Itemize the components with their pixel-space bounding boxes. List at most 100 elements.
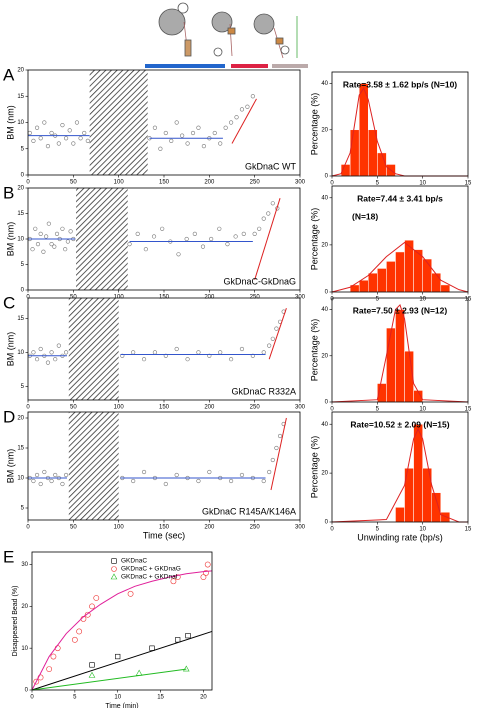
x-tick-label: 250 (250, 180, 261, 186)
fit-line (268, 308, 287, 360)
y-axis-title: Disappeared Bead (%) (12, 586, 19, 657)
legend-label: GKDnaC + GKDnaI (121, 574, 178, 581)
point (174, 120, 179, 125)
step-bar (145, 64, 225, 68)
x-tick-label: 300 (295, 525, 306, 531)
point (49, 478, 54, 484)
schematic (158, 2, 298, 59)
point (182, 665, 190, 672)
point (38, 231, 43, 236)
point (56, 343, 61, 348)
rate-annotation: Rate=10.52 ± 2.09 (N=15) (350, 419, 449, 429)
point (46, 666, 53, 672)
point (239, 107, 245, 112)
point (218, 350, 223, 355)
step-bar (231, 64, 268, 68)
y-tick-label: 0 (21, 288, 25, 294)
x-tick-label: 0 (330, 527, 334, 533)
point (31, 350, 36, 355)
point (196, 478, 201, 484)
point (261, 216, 266, 221)
legend-marker (110, 573, 118, 580)
point (158, 146, 163, 151)
x-tick-label: 10 (419, 407, 426, 413)
panel-letter: E (3, 547, 14, 566)
point (270, 336, 275, 341)
y-axis-title: BM (nm) (5, 105, 15, 140)
point (53, 357, 58, 362)
point (185, 633, 191, 639)
x-tick-label: 150 (159, 405, 170, 411)
fit-line (331, 303, 469, 403)
y-tick-label: 0 (325, 290, 329, 296)
bar (431, 492, 442, 523)
y-tick-label: 0 (25, 688, 29, 694)
point (234, 115, 239, 120)
point (42, 120, 47, 125)
point (201, 144, 206, 149)
point (38, 136, 43, 141)
x-tick-label: 5 (376, 407, 380, 413)
point (89, 603, 95, 610)
point (196, 350, 201, 355)
point (152, 125, 158, 130)
point (184, 236, 189, 242)
point (185, 141, 190, 146)
point (212, 130, 217, 136)
point (38, 481, 43, 487)
point (257, 226, 262, 231)
point (151, 234, 157, 239)
point (27, 130, 32, 136)
x-tick-label: 50 (70, 405, 77, 411)
x-tick-label: 15 (157, 695, 164, 701)
plot-frame (27, 69, 301, 176)
point (52, 244, 57, 249)
y-tick-label: 15 (17, 446, 24, 452)
x-tick-label: 0 (26, 405, 30, 411)
x-axis-title: Time (sec) (143, 530, 185, 540)
point (218, 141, 223, 146)
point (170, 578, 177, 585)
x-tick-label: 100 (114, 180, 125, 186)
bar (413, 423, 423, 523)
x-tick-label: 10 (419, 297, 426, 303)
point (185, 357, 190, 362)
y-tick-label: 10 (21, 646, 28, 652)
point (65, 239, 70, 244)
point (270, 457, 275, 463)
point (261, 478, 266, 484)
bar (440, 284, 451, 293)
point (176, 252, 181, 257)
shaded-region (68, 412, 119, 520)
point (267, 469, 272, 475)
y-tick-label: 5 (21, 506, 25, 512)
point (204, 561, 211, 568)
point (228, 357, 234, 362)
y-tick-label: 10 (17, 237, 24, 243)
x-tick-label: 200 (204, 525, 215, 531)
point (60, 123, 65, 128)
point (228, 478, 234, 484)
point (233, 234, 238, 239)
plot-frame (331, 71, 469, 177)
point (74, 120, 80, 125)
x-tick-label: 10 (419, 181, 426, 187)
x-axis-title: Time (min) (105, 703, 138, 708)
point (33, 226, 38, 231)
point (175, 637, 181, 643)
plot-frame (27, 297, 301, 401)
x-tick-label: 50 (70, 295, 77, 301)
point (135, 669, 143, 676)
point (84, 611, 91, 618)
point (252, 231, 257, 236)
point (49, 242, 54, 247)
plot-frame (331, 411, 469, 523)
point (207, 469, 212, 475)
rate-annotation: Rate=3.58 ± 1.62 bp/s (N=10) (343, 79, 457, 89)
rate-annotation: Rate=7.44 ± 3.41 bp/s (357, 193, 443, 203)
point (56, 141, 61, 146)
point (239, 346, 245, 352)
bar (377, 152, 387, 177)
shaded-region (76, 188, 128, 290)
